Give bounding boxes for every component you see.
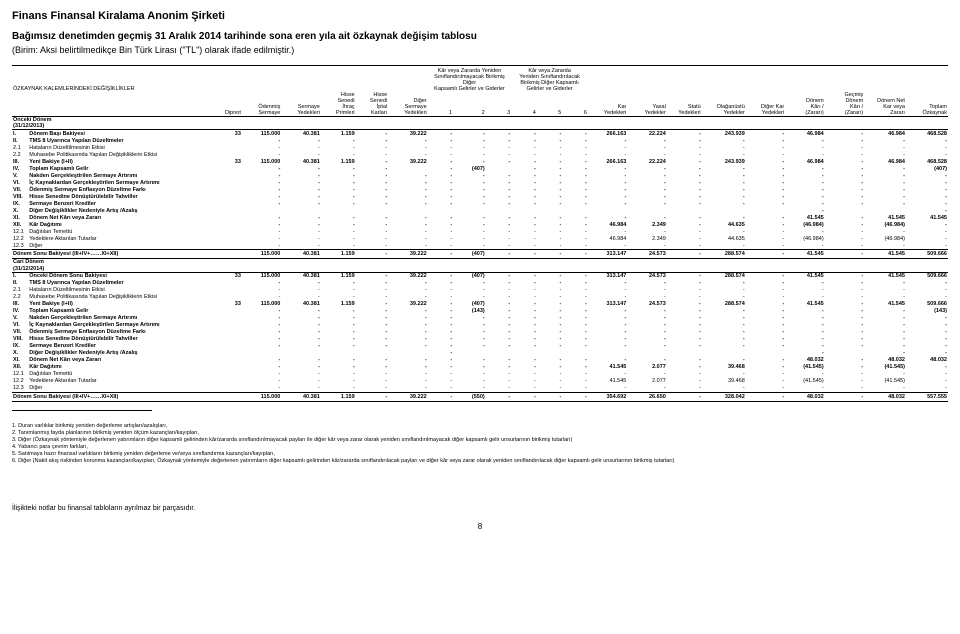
table-row: VII.Ödenmiş Sermaye Enflasyon Düzeltme F… [12,186,948,193]
col-dipnot: Dipnot [214,92,242,117]
table-row: V.Nakden Gerçekleştirilen Sermaye Artırı… [12,315,948,322]
table-row: IX.Sermaye Benzeri Krediler-------------… [12,200,948,207]
col-c13: YasalYedekler [627,92,666,117]
col-c6: 1 [428,92,454,117]
col-c12: KarYedekleri [588,92,627,117]
col-c19: Dönem NetKar veyaZararı [864,92,906,117]
table-row: 12.1Dağıtılan Temettü-------------------… [12,371,948,378]
table-row: 12.2Yedeklere Aktarılan Tutarlar--------… [12,235,948,242]
table-row: 12.1Dağıtılan Temettü-------------------… [12,228,948,235]
equity-change-table: ÖZKAYNAK KALEMLERİNDEKİ DEĞİŞİKLİKLER Kâ… [12,68,948,402]
table-row: V.Nakden Gerçekleştirilen Sermaye Artırı… [12,172,948,179]
table-row: 12.3Diğer-------------------- [12,242,948,250]
table-row: VIII.Hisse Senedine Dönüştürülebilir Tah… [12,193,948,200]
table-row: IX.Sermaye Benzeri Krediler-------------… [12,343,948,350]
table-row: VII.Ödenmiş Sermaye Enflasyon Düzeltme F… [12,329,948,336]
table-row: III.Yeni Bakiye (I+II)33115.00040.3811.1… [12,301,948,308]
report-title: Bağımsız denetimden geçmiş 31 Aralık 201… [12,30,948,43]
footnotes: 1. Duran varlıklar birikmiş yeniden değe… [12,423,948,466]
table-row: 12.2Yedeklere Aktarılan Tutarlar--------… [12,378,948,385]
table-row: II.TMS 8 Uyarınca Yapılan Düzeltmeler---… [12,137,948,144]
total-row-b: Dönem Sonu Bakiyesi (III+IV+……XI+XII) 11… [12,392,948,401]
table-row: 12.3Diğer-------------------- [12,385,948,393]
page-number: 8 [12,522,948,531]
table-row: XII.Kâr Dağıtımı-----------41.5452.077-3… [12,364,948,371]
table-row: 2.2Muhasebe Politikasında Yapılan Değişi… [12,294,948,301]
table-row: I.Dönem Başı Bakiyesi33115.00040.3811.15… [12,130,948,138]
ozkaynak-header: ÖZKAYNAK KALEMLERİNDEKİ DEĞİŞİKLİKLER [13,86,135,92]
table-row: XI.Dönem Net Kârı veya Zararı-----------… [12,214,948,221]
col-c9: 4 [511,92,537,117]
col-c15: OlağanüstüYedekler [702,92,746,117]
table-row: IV.Toplam Kapsamlı Gelir------(143)-----… [12,308,948,315]
col-c5: DiğerSermayeYedekleri [388,92,428,117]
report-subtitle: (Birim: Aksi belirtilmedikçe Bin Türk Li… [12,45,948,55]
table-row: VIII.Hisse Senedine Dönüştürülebilir Tah… [12,336,948,343]
table-row: XI.Dönem Net Kârı veya Zararı-----------… [12,357,948,364]
table-row: III.Yeni Bakiye (I+II)33115.00040.3811.1… [12,158,948,165]
col-c17: DönemKârı /(Zararı) [785,92,824,117]
total-row-a: Dönem Sonu Bakiyesi (III+IV+……XI+XII) 11… [12,250,948,259]
cari-donem-header: Cari Dönem(31/12/2014) [12,259,214,272]
onceki-donem-header: Önceki Dönem(31/12/2013) [12,117,214,130]
col-c3: HisseSenediİhraçPrimleri [321,92,356,117]
col-c2: SermayeYedekleri [281,92,320,117]
table-row: X.Diğer Değişiklikler Nedeniyle Artış /A… [12,207,948,214]
col-c16: Diğer KarYedekleri [746,92,785,117]
col-c20: ToplamÖzkaynak [906,92,948,117]
col-c8: 3 [486,92,512,117]
table-row: I.Önceki Dönem Sonu Bakiyesi33115.00040.… [12,272,948,280]
table-row: XII.Kâr Dağıtımı-----------46.9842.349-4… [12,221,948,228]
col-c11: 6 [562,92,588,117]
table-row: VI.İç Kaynaklardan Gerçekleştirilen Serm… [12,179,948,186]
table-row: 2.1Hataların Düzeltilmesinin Etkisi-----… [12,144,948,151]
table-row: II.TMS 8 Uyarınca Yapılan Düzeltmeler---… [12,280,948,287]
col-c18: GeçmişDönemKârı /(Zararı) [825,92,864,117]
col-c14: StatüYedekleri [667,92,702,117]
group2-header: Kâr veya ZarardaYeniden Sınıflandırılaca… [511,68,588,92]
col-c1: ÖdenmişSermaye [242,92,281,117]
group1-header: Kâr veya Zararda YenidenSınıflandırılmay… [428,68,512,92]
col-c7: 2 [453,92,486,117]
table-row: X.Diğer Değişiklikler Nedeniyle Artış /A… [12,350,948,357]
company-name: Finans Finansal Kiralama Anonim Şirketi [12,10,948,22]
table-row: 2.1Hataların Düzeltilmesinin Etkisi-----… [12,287,948,294]
table-row: IV.Toplam Kapsamlı Gelir-----(407)------… [12,165,948,172]
page-footer: İlişikteki notlar bu finansal tabloların… [12,505,948,512]
col-c10: 5 [537,92,563,117]
table-row: 2.2Muhasebe Politikasında Yapılan Değişi… [12,151,948,158]
col-c4: HisseSenediİptalKarları [356,92,389,117]
table-row: VI.İç Kaynaklardan Gerçekleştirilen Serm… [12,322,948,329]
